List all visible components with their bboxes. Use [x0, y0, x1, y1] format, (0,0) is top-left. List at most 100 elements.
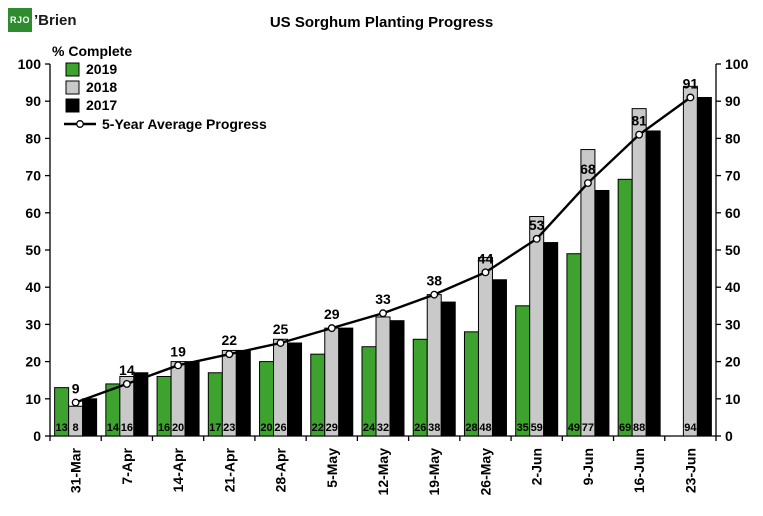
bar-2019 [463, 331, 479, 437]
bar-2018 [580, 149, 596, 437]
x-tick-label: 7-Apr [119, 447, 135, 484]
y-tick-label-right: 20 [725, 354, 741, 370]
avg-marker [635, 130, 644, 139]
bar-label-2018: 38 [428, 422, 440, 434]
y-tick-label-left: 60 [25, 205, 41, 221]
bar-label-2019: 69 [619, 422, 631, 434]
bar-2017 [133, 372, 149, 437]
avg-label: 9 [72, 381, 80, 397]
y-tick-label-right: 50 [725, 242, 741, 258]
bar-2017 [82, 398, 98, 437]
avg-label: 29 [324, 306, 340, 322]
bar-label-2018: 59 [531, 422, 543, 434]
bar-2018 [529, 216, 545, 437]
y-tick-label-left: 50 [25, 242, 41, 258]
x-tick-label: 5-May [324, 448, 340, 488]
y-axis-title: % Complete [52, 43, 132, 59]
bar-2018 [324, 327, 340, 437]
y-tick-label-right: 70 [725, 168, 741, 184]
chart-canvas: % Complete 0 0 10 10 20 20 30 30 40 40 50 50 60 60 70 70… [18, 43, 749, 496]
bar-label-2018: 26 [274, 422, 286, 434]
rjo-logo: RJO ’Brien [8, 8, 77, 32]
y-tick-label-left: 0 [33, 428, 41, 444]
legend-label-2017: 2017 [86, 97, 117, 113]
legend-swatch-2019 [65, 62, 80, 77]
bar-label-2018: 77 [582, 422, 594, 434]
legend-swatch-2018 [65, 80, 80, 95]
bar-label-2018: 23 [223, 422, 235, 434]
avg-marker [430, 290, 439, 299]
avg-label: 53 [529, 217, 545, 233]
bar-label-2019: 26 [414, 422, 426, 434]
y-tick-label-right: 60 [725, 205, 741, 221]
y-tick-label-left: 20 [25, 354, 41, 370]
bar-2017 [543, 242, 559, 437]
avg-marker [686, 93, 695, 102]
y-tick-label-right: 80 [725, 130, 741, 146]
avg-label: 38 [426, 273, 442, 289]
avg-label: 68 [580, 161, 596, 177]
y-tick-label-right: 40 [725, 279, 741, 295]
legend-label-2018: 2018 [86, 79, 117, 95]
y-tick-label-left: 70 [25, 168, 41, 184]
x-tick-label: 9-Jun [580, 448, 596, 485]
y-tick-label-left: 40 [25, 279, 41, 295]
bar-label-2019: 35 [517, 422, 529, 434]
avg-label: 33 [375, 291, 391, 307]
bar-2018 [682, 85, 698, 437]
avg-label: 91 [683, 75, 699, 91]
avg-marker [225, 350, 234, 359]
x-tick-label: 12-May [375, 448, 391, 496]
y-tick-label-right: 0 [725, 428, 733, 444]
rjo-logo-mark: RJO [8, 8, 32, 32]
bar-label-2018: 32 [377, 422, 389, 434]
bar-label-2018: 88 [633, 422, 645, 434]
bar-2018 [477, 256, 493, 437]
avg-marker [71, 398, 80, 407]
chart-title: US Sorghum Planting Progress [269, 14, 494, 31]
bars-2018 [68, 85, 698, 437]
bar-label-2018: 16 [121, 422, 133, 434]
bar-label-2019: 20 [260, 422, 272, 434]
bar-2017 [491, 279, 507, 437]
x-tick-label: 26-May [477, 448, 493, 496]
bar-2017 [184, 361, 200, 437]
bar-2019 [617, 178, 633, 437]
bar-label-2018: 29 [326, 422, 338, 434]
bar-2017 [338, 327, 354, 437]
bar-2018 [631, 108, 647, 437]
legend-label-2019: 2019 [86, 61, 117, 77]
bar-2017 [235, 349, 251, 437]
bar-2017 [696, 96, 712, 437]
bar-2017 [440, 301, 456, 437]
avg-marker [583, 179, 592, 187]
bar-label-2018: 20 [172, 422, 184, 434]
avg-label: 25 [273, 321, 289, 337]
x-tick-label: 31-Mar [68, 447, 84, 493]
bar-2017 [287, 342, 303, 437]
bar-label-2018: 94 [684, 422, 697, 434]
avg-marker [379, 309, 387, 318]
avg-label: 19 [170, 343, 186, 359]
y-tick-label-left: 80 [25, 130, 41, 146]
x-tick-label: 14-Apr [170, 447, 186, 492]
y-tick-label-right: 30 [725, 316, 741, 332]
y-tick-label-right: 10 [725, 391, 741, 407]
bar-label-2018: 48 [479, 422, 491, 434]
bar-label-2019: 24 [363, 422, 376, 434]
avg-marker [276, 339, 285, 347]
avg-marker [174, 361, 183, 370]
bar-2018 [375, 316, 391, 437]
y-tick-label-left: 10 [25, 391, 41, 407]
legend-line-marker [76, 120, 84, 128]
x-tick-label: 23-Jun [682, 448, 698, 493]
avg-label: 44 [478, 250, 494, 266]
y-tick-label-right: 100 [725, 56, 749, 72]
avg-marker [532, 234, 541, 243]
x-tick-label: 19-May [426, 448, 442, 496]
y-tick-label-left: 30 [25, 316, 41, 332]
avg-marker [122, 379, 131, 388]
y-tick-label-left: 100 [18, 56, 42, 72]
y-tick-label-left: 90 [25, 93, 41, 109]
legend-label-5-Year Average Progress: 5-Year Average Progress [102, 116, 267, 132]
